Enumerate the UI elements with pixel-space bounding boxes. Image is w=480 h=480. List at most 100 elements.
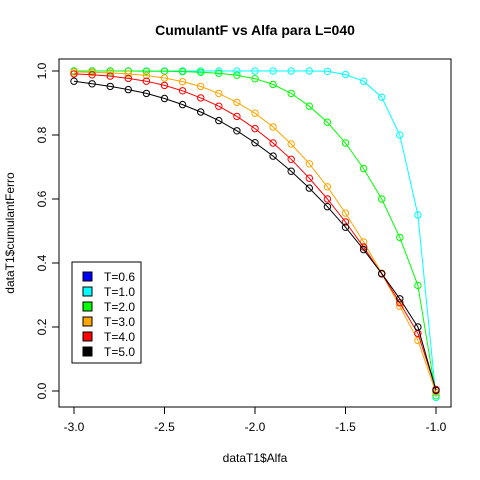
data-point: [341, 139, 350, 147]
data-point: [378, 195, 386, 203]
data-point: [70, 70, 78, 78]
data-point: [287, 167, 295, 175]
data-point: [88, 80, 96, 88]
data-point: [106, 72, 114, 80]
legend-swatch: [82, 331, 93, 342]
x-tick-label: -2.5: [154, 420, 175, 434]
data-point: [287, 89, 295, 98]
data-point: [251, 67, 259, 75]
data-point: [88, 71, 96, 79]
y-tick-label: 1.0: [35, 62, 49, 79]
data-point: [106, 67, 114, 75]
data-point: [70, 68, 78, 76]
data-point: [305, 102, 313, 110]
data-point: [88, 68, 96, 77]
data-point: [269, 152, 277, 160]
data-point: [414, 323, 422, 331]
data-point: [396, 131, 404, 139]
data-point: [197, 82, 205, 91]
data-point: [142, 77, 151, 85]
series-line: [73, 80, 437, 391]
data-point: [341, 218, 350, 226]
data-point: [323, 203, 332, 211]
data-point: [124, 85, 133, 94]
legend-swatch: [82, 346, 93, 357]
data-point: [233, 127, 241, 135]
legend-swatch: [82, 271, 93, 282]
data-point: [287, 140, 295, 148]
data-point: [414, 336, 422, 345]
data-point: [359, 245, 368, 254]
data-point: [414, 281, 422, 290]
legend: T=0.6T=1.0T=2.0T=3.0T=4.0T=5.0: [71, 261, 142, 364]
data-point: [215, 102, 223, 110]
data-point: [233, 71, 241, 79]
data-point: [305, 174, 313, 182]
data-point: [178, 77, 187, 86]
data-point: [341, 209, 350, 217]
x-tick-label: -1.5: [335, 420, 356, 434]
legend-swatch: [82, 316, 93, 327]
x-tick-label: -2.0: [245, 420, 266, 434]
data-point: [269, 123, 277, 131]
data-point: [215, 69, 223, 77]
legend-label: T=0.6: [104, 270, 135, 284]
data-point: [396, 295, 404, 303]
data-point: [414, 211, 422, 219]
legend-label: T=3.0: [104, 315, 135, 329]
data-point: [197, 68, 205, 77]
data-point: [215, 89, 223, 98]
data-point: [323, 118, 332, 126]
data-point: [323, 67, 332, 76]
data-point: [251, 109, 259, 117]
chart-title: CumulantF vs Alfa para L=040: [155, 22, 355, 38]
data-point: [359, 77, 368, 85]
legend-label: T=5.0: [104, 345, 135, 359]
legend-label: T=4.0: [104, 330, 135, 344]
data-point: [341, 223, 350, 231]
legend-label: T=1.0: [104, 285, 135, 299]
data-point: [359, 164, 368, 173]
data-point: [251, 75, 259, 83]
data-point: [142, 89, 151, 98]
x-axis: -3.0 -2.5 -2.0 -1.5 -1.0: [64, 406, 447, 434]
data-point: [432, 386, 440, 395]
legend-label: T=2.0: [104, 300, 135, 314]
data-point: [160, 74, 169, 82]
data-point: [215, 116, 223, 125]
series-line: [74, 70, 437, 396]
data-point: [142, 67, 151, 76]
x-tick-label: -3.0: [64, 420, 85, 434]
data-point: [305, 160, 313, 168]
data-point: [251, 139, 259, 147]
data-point: [396, 233, 404, 242]
data-point: [305, 184, 313, 192]
data-point: [178, 67, 187, 76]
data-point: [378, 93, 386, 101]
data-point: [160, 81, 169, 90]
data-point: [178, 87, 187, 95]
legend-swatch: [82, 286, 93, 297]
x-axis-label: dataT1$Alfa: [223, 451, 288, 465]
data-point: [215, 67, 223, 75]
data-point: [106, 82, 114, 91]
x-tick-label: -1.0: [426, 420, 447, 434]
data-point: [269, 80, 277, 89]
data-point: [124, 74, 133, 83]
data-point: [378, 269, 386, 278]
series-line: [73, 71, 437, 393]
data-point: [305, 67, 313, 75]
y-axis: 0.0 0.2 0.4 0.6 0.8 1.0: [35, 62, 60, 399]
data-point: [233, 98, 241, 107]
series-layer: [70, 67, 440, 402]
data-point: [251, 124, 259, 133]
legend-swatch: [82, 301, 93, 312]
data-point: [142, 71, 151, 80]
data-point: [233, 112, 241, 121]
data-point: [287, 67, 295, 75]
y-tick-label: 0.6: [35, 190, 49, 207]
data-point: [341, 70, 350, 79]
data-point: [160, 94, 169, 103]
data-point: [269, 139, 277, 147]
series-t-5-0: [70, 77, 440, 395]
